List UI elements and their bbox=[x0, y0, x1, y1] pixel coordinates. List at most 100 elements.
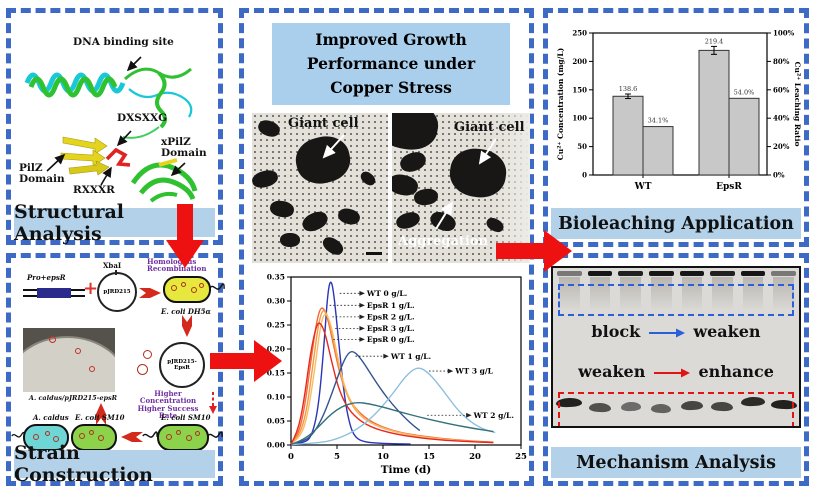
svg-text:5: 5 bbox=[334, 452, 340, 462]
axes-box bbox=[290, 276, 522, 446]
mechanism-banner: Mechanism Analysis bbox=[551, 447, 801, 478]
homologous-recombination-label: Homologous Recombination bbox=[147, 257, 207, 274]
weaken-bottom-label: weaken bbox=[578, 362, 646, 381]
beta-sheet-yellow bbox=[62, 136, 108, 155]
gel-well-band bbox=[648, 271, 674, 276]
blue-arrow bbox=[648, 328, 685, 337]
gel-well-band bbox=[557, 271, 582, 276]
curve-EpsR-3-g/L. bbox=[290, 313, 494, 445]
svg-text:50: 50 bbox=[577, 142, 587, 151]
svg-text:15: 15 bbox=[423, 452, 435, 462]
aggregation-arrow bbox=[435, 201, 454, 230]
red-dashed-down-arrow bbox=[209, 392, 217, 414]
flow-arrow-right-1 bbox=[210, 340, 282, 382]
dna-fragment bbox=[23, 286, 85, 300]
svg-text:80%: 80% bbox=[773, 57, 790, 66]
giant-cell-arrow bbox=[478, 138, 497, 165]
svg-text:0.30: 0.30 bbox=[267, 297, 285, 306]
svg-text:0.35: 0.35 bbox=[267, 273, 285, 282]
growth-curves-chart: 0.00 0.05 0.10 0.15 0.20 0.25 0.30 0.35 0 5 10 15 20… bbox=[267, 273, 527, 477]
flagellum bbox=[207, 431, 223, 438]
svg-text:10: 10 bbox=[377, 452, 389, 462]
protein-structure-illustration bbox=[24, 56, 198, 203]
bar-ratio-EpsR bbox=[728, 97, 760, 176]
legend-label: WT 2 g/L. bbox=[473, 411, 514, 420]
ecoli-sm10-right-label: E. coli SM10 bbox=[161, 413, 211, 422]
legend-label: EpsR 3 g/L. bbox=[367, 324, 415, 333]
x-axis-label: Time (d) bbox=[381, 464, 432, 476]
dxsxxg-label: DXSXXG bbox=[117, 112, 168, 124]
strain-construction-banner: Strain Construction bbox=[14, 442, 215, 486]
svg-text:0.15: 0.15 bbox=[267, 369, 285, 378]
plus-sign: + bbox=[83, 278, 99, 299]
rxxxr-label: RXXXR bbox=[73, 184, 115, 196]
structural-analysis-panel: DNA binding site DXSXXG PilZ Domain RXXX… bbox=[6, 8, 223, 245]
curve-WT-2-g/L. bbox=[290, 402, 494, 446]
svg-text:200: 200 bbox=[572, 57, 587, 66]
xbai-site-tick bbox=[115, 270, 117, 275]
gel-well-band bbox=[740, 271, 766, 276]
legend-label: WT 3 g/L bbox=[454, 367, 493, 376]
gel-well-band bbox=[587, 271, 613, 276]
ecoli-dh5a-cell bbox=[163, 276, 211, 303]
gel-image: block weaken weaken enhance bbox=[551, 266, 801, 428]
bar-ratio-WT bbox=[642, 126, 674, 176]
mechanism-panel: block weaken weaken enhance Mechanism An… bbox=[543, 253, 809, 486]
bar-value-label: 138.6 bbox=[619, 85, 638, 93]
strain-construction-panel: XbaI pJRD215 Pro+epsR + Homologous Recom… bbox=[6, 253, 225, 486]
svg-text:20: 20 bbox=[469, 452, 481, 462]
ecoli-sm10-left-label: E. coli SM10 bbox=[75, 413, 125, 422]
giant-cell-label-right: Giant cell bbox=[454, 120, 525, 135]
higher-rate-note: Higher Concentration Higher Success Rate bbox=[137, 389, 199, 421]
bioleaching-banner: Bioleaching Application bbox=[551, 208, 801, 239]
plasmid-pjrd215: pJRD215 bbox=[97, 272, 137, 312]
flagellum bbox=[142, 431, 158, 438]
flow-arrow-down bbox=[166, 204, 204, 268]
category-label: EpsR bbox=[716, 182, 742, 192]
red-chevron-arrow-right bbox=[139, 288, 161, 298]
svg-text:0.10: 0.10 bbox=[267, 393, 285, 402]
red-chevron-arrow-down bbox=[182, 315, 192, 337]
weaken-enhance-text: weaken enhance bbox=[553, 362, 799, 381]
bar-value-label: 34.1% bbox=[648, 117, 669, 125]
legend-label: EpsR 2 g/L. bbox=[367, 312, 415, 321]
curve-EpsR-0-g/L. bbox=[290, 322, 494, 445]
category-label: WT bbox=[634, 182, 652, 192]
bar-concentration-EpsR bbox=[698, 49, 730, 176]
red-dashed-box bbox=[558, 392, 794, 426]
enhance-label: enhance bbox=[698, 362, 774, 381]
legend-label: WT 1 g/L. bbox=[390, 352, 431, 361]
bar-value-label: 54.0% bbox=[734, 88, 755, 96]
svg-text:25: 25 bbox=[515, 452, 527, 462]
blue-dashed-box bbox=[558, 284, 794, 316]
svg-text:100%: 100% bbox=[773, 29, 795, 38]
svg-text:150: 150 bbox=[572, 85, 587, 94]
svg-text:250: 250 bbox=[572, 29, 587, 38]
free-plasmid-circle bbox=[137, 364, 148, 375]
flagellum bbox=[11, 431, 25, 438]
svg-text:20%: 20% bbox=[773, 142, 790, 151]
svg-text:0.05: 0.05 bbox=[267, 417, 285, 426]
xbai-label: XbaI bbox=[103, 261, 122, 270]
free-plasmid-circle bbox=[143, 350, 152, 359]
a-caldus-receptor-cell bbox=[23, 424, 69, 451]
pilz-domain-label: PilZ Domain bbox=[19, 162, 65, 186]
block-weaken-text: block weaken bbox=[553, 322, 799, 341]
red-motif bbox=[105, 147, 131, 167]
aggregation-label: Aggregation bbox=[398, 234, 488, 249]
plasmid-pjrd215-epsr: pJRD215-EpsR bbox=[159, 342, 205, 388]
svg-text:0.25: 0.25 bbox=[267, 321, 285, 330]
left-axis-title: Cu²⁺ Concentration (mg/L) bbox=[556, 48, 565, 160]
axes-box bbox=[592, 32, 768, 176]
legend-label: EpsR 1 g/L. bbox=[367, 301, 415, 310]
svg-text:0%: 0% bbox=[773, 171, 785, 180]
xpilz-domain-label: xPilZ Domain bbox=[161, 136, 207, 160]
red-chevron-arrow-left bbox=[121, 432, 143, 442]
svg-text:0: 0 bbox=[582, 171, 587, 180]
tem-image-right: Giant cell Aggregation bbox=[392, 113, 530, 263]
legend-label: WT 0 g/L. bbox=[366, 289, 407, 298]
giant-cell-arrow bbox=[322, 134, 345, 159]
svg-text:100: 100 bbox=[572, 114, 587, 123]
scale-bar bbox=[366, 252, 382, 255]
